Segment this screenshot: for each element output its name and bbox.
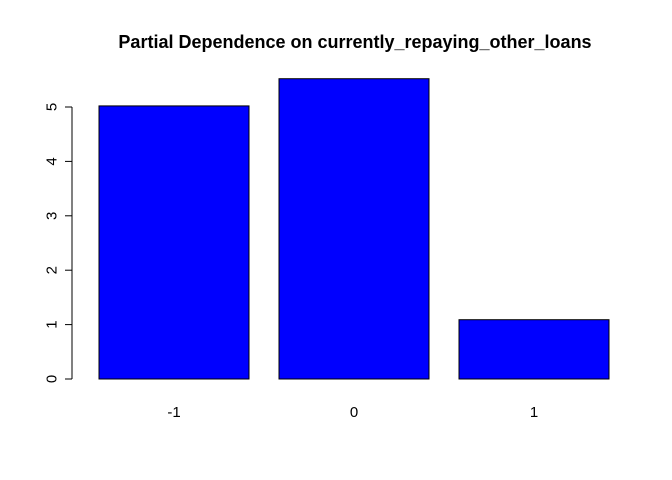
x-axis-labels: -1 0 1 [167,404,538,421]
bar [458,319,610,380]
y-tick-label: 2 [44,266,61,274]
chart-title: Partial Dependence on currently_repaying… [118,32,591,52]
x-tick-label: 0 [350,404,358,421]
y-tick-label: 0 [44,375,61,383]
bar [278,78,430,380]
y-tick-label: 3 [44,212,61,220]
x-tick-label: 1 [530,404,538,421]
y-tick-label: 5 [44,103,61,111]
y-tick-label: 4 [44,157,61,165]
x-tick-label: -1 [167,404,180,421]
y-tick-label: 1 [44,320,61,328]
bar [98,105,250,380]
y-axis: 0 1 2 3 4 5 [44,103,73,383]
bars [98,78,610,380]
